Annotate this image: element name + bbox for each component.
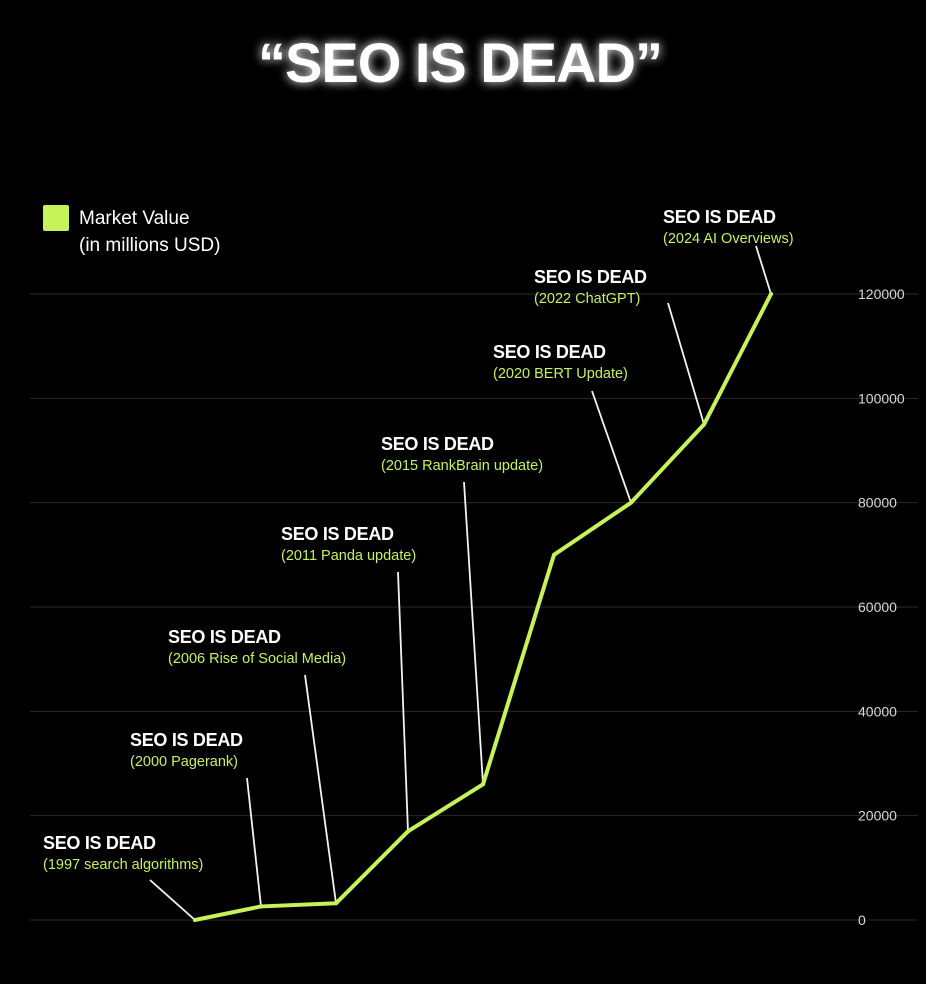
data-point	[481, 782, 485, 787]
data-point	[552, 552, 556, 557]
annotation-2022: SEO IS DEAD (2022 ChatGPT)	[534, 267, 647, 307]
annotation-heading: SEO IS DEAD	[130, 730, 243, 750]
y-tick-label: 40000	[858, 703, 897, 719]
data-point	[193, 918, 197, 922]
y-tick-label: 100000	[858, 390, 905, 406]
legend: Market Value (in millions USD)	[43, 205, 220, 256]
legend-swatch	[43, 205, 69, 231]
y-tick-label: 60000	[858, 599, 897, 615]
annotation-1997: SEO IS DEAD (1997 search algorithms)	[43, 833, 203, 873]
annotation-leader-line	[667, 302, 705, 425]
y-tick-label: 20000	[858, 808, 897, 824]
annotation-subtitle: (2015 RankBrain update)	[381, 458, 543, 474]
annotation-leader-line	[149, 879, 196, 921]
annotation-subtitle: (2020 BERT Update)	[493, 366, 628, 382]
data-point	[259, 904, 263, 909]
annotation-2015: SEO IS DEAD (2015 RankBrain update)	[381, 434, 543, 474]
annotation-leader-line	[246, 777, 262, 907]
y-tick-label: 0	[858, 912, 866, 928]
annotation-subtitle: (2006 Rise of Social Media)	[168, 651, 346, 667]
data-point	[406, 829, 410, 834]
y-tick-label: 80000	[858, 495, 897, 511]
annotation-heading: SEO IS DEAD	[281, 524, 394, 544]
annotation-2000: SEO IS DEAD (2000 Pagerank)	[130, 730, 243, 770]
annotation-2011: SEO IS DEAD (2011 Panda update)	[281, 524, 416, 564]
annotation-heading: SEO IS DEAD	[168, 627, 281, 647]
annotation-leaders	[149, 245, 772, 921]
annotation-subtitle: (2022 ChatGPT)	[534, 291, 640, 307]
annotation-leader-line	[397, 571, 409, 832]
annotation-heading: SEO IS DEAD	[663, 207, 776, 227]
series	[193, 292, 773, 922]
annotation-heading: SEO IS DEAD	[534, 267, 647, 287]
annotations: SEO IS DEAD(1997 search algorithms)SEO I…	[43, 207, 794, 873]
y-axis: 120000 100000 80000 60000 40000 20000 0	[858, 286, 905, 928]
annotation-heading: SEO IS DEAD	[493, 342, 606, 362]
annotation-subtitle: (2024 AI Overviews)	[663, 231, 794, 247]
annotation-subtitle: (2000 Pagerank)	[130, 754, 238, 770]
data-point	[769, 292, 773, 296]
annotation-leader-line	[463, 481, 484, 785]
annotation-heading: SEO IS DEAD	[381, 434, 494, 454]
annotation-subtitle: (2011 Panda update)	[281, 548, 416, 564]
annotation-leader-line	[304, 674, 337, 904]
annotation-2006: SEO IS DEAD (2006 Rise of Social Media)	[168, 627, 346, 667]
gridlines	[30, 293, 918, 921]
annotation-subtitle: (1997 search algorithms)	[43, 857, 203, 873]
annotation-2024: SEO IS DEAD (2024 AI Overviews)	[663, 207, 794, 247]
annotation-leader-line	[755, 245, 772, 295]
data-point	[702, 422, 706, 427]
legend-label-line2: (in millions USD)	[79, 235, 220, 256]
y-tick-label: 120000	[858, 286, 905, 302]
annotation-heading: SEO IS DEAD	[43, 833, 156, 853]
data-point	[629, 500, 633, 505]
annotation-2020: SEO IS DEAD (2020 BERT Update)	[493, 342, 628, 382]
data-point	[334, 901, 338, 906]
annotation-leader-line	[591, 390, 632, 503]
legend-label-line1: Market Value	[79, 208, 190, 229]
chart-title: “SEO IS DEAD”	[258, 31, 662, 94]
